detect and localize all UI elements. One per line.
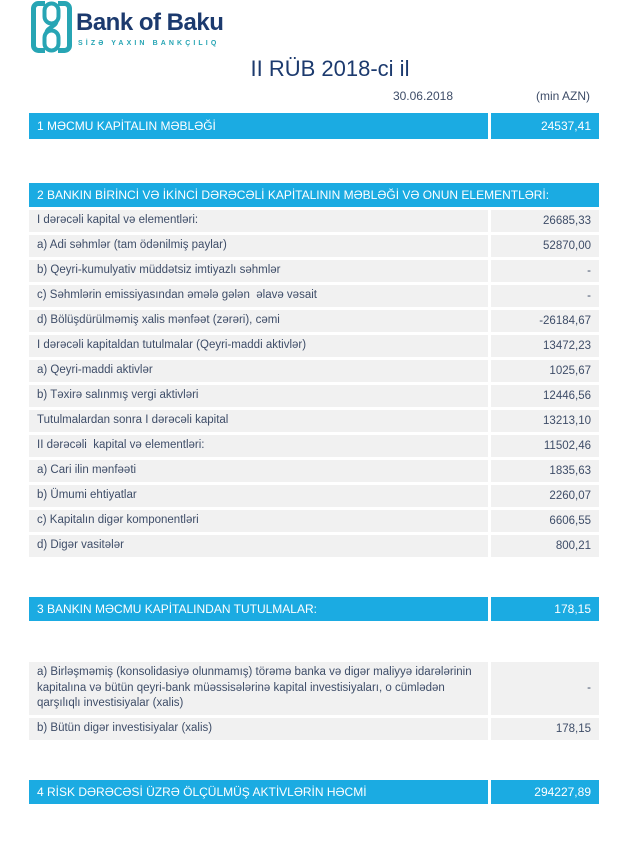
table-row: c) Kapitalın digər komponentləri 6606,55 <box>29 510 599 532</box>
row-value: 1025,67 <box>491 360 599 382</box>
row-value: 13213,10 <box>491 410 599 432</box>
section-4-value: 294227,89 <box>491 779 599 804</box>
table-row: a) Qeyri-maddi aktivlər 1025,67 <box>29 360 599 382</box>
table-row: Tutulmalardan sonra I dərəcəli kapital 1… <box>29 410 599 432</box>
table-row: b) Ümumi ehtiyatlar 2260,07 <box>29 485 599 507</box>
row-value: - <box>491 260 599 282</box>
section-2-rows: I dərəcəli kapital və elementləri: 26685… <box>29 210 599 557</box>
table-row: a) Adi səhmlər (tam ödənilmiş paylar) 52… <box>29 235 599 257</box>
row-label: d) Digər vasitələr <box>29 535 488 557</box>
row-value: 178,15 <box>491 717 599 740</box>
table-row: b) Qeyri-kumulyativ müddətsiz imtiyazlı … <box>29 260 599 282</box>
table-row: b) Bütün digər investisiyalar (xalis) 17… <box>29 717 599 740</box>
row-label: a) Qeyri-maddi aktivlər <box>29 360 488 382</box>
row-value: 11502,46 <box>491 435 599 457</box>
row-label: c) Kapitalın digər komponentləri <box>29 510 488 532</box>
table-row: d) Digər vasitələr 800,21 <box>29 535 599 557</box>
section-4-header: 4 RİSK DƏRƏCƏSİ ÜZRƏ ÖLÇÜLMÜŞ AKTİVLƏRİN… <box>29 779 599 804</box>
row-value: -26184,67 <box>491 310 599 332</box>
table-row: d) Bölüşdürülməmiş xalis mənfəət (zərəri… <box>29 310 599 332</box>
row-value: - <box>491 285 599 307</box>
row-value: 1835,63 <box>491 460 599 482</box>
row-label: a) Cari ilin mənfəəti <box>29 460 488 482</box>
row-label: b) Bütün digər investisiyalar (xalis) <box>29 717 488 740</box>
row-label: I dərəcəli kapital və elementləri: <box>29 210 488 232</box>
row-label: d) Bölüşdürülməmiş xalis mənfəət (zərəri… <box>29 310 488 332</box>
row-label: c) Səhmlərin emissiyasından əmələ gələn … <box>29 285 488 307</box>
section-1-title: 1 MƏCMU KAPİTALIN MƏBLƏĞİ <box>29 113 488 139</box>
table-row: b) Təxirə salınmış vergi aktivləri 12446… <box>29 385 599 407</box>
table-row: a) Birləşməmiş (konsolidasiyə olunmamış)… <box>29 662 599 715</box>
report-header: Bank of Baku SİZƏ YAXIN BANKÇILIQ II RÜB… <box>0 0 620 104</box>
section-4-title: 4 RİSK DƏRƏCƏSİ ÜZRƏ ÖLÇÜLMÜŞ AKTİVLƏRİN… <box>29 779 488 804</box>
section-3-title: 3 BANKIN MƏCMU KAPİTALINDAN TUTULMALAR: <box>29 597 488 621</box>
section-1-header: 1 MƏCMU KAPİTALIN MƏBLƏĞİ 24537,41 <box>29 113 599 139</box>
row-label: II dərəcəli kapital və elementləri: <box>29 435 488 457</box>
row-value: 6606,55 <box>491 510 599 532</box>
table-row: I dərəcəli kapitaldan tutulmalar (Qeyri-… <box>29 335 599 357</box>
section-2-header: 2 BANKIN BİRİNCİ VƏ İKİNCİ DƏRƏCƏLİ KAPİ… <box>29 183 599 207</box>
row-value: 52870,00 <box>491 235 599 257</box>
row-value: 800,21 <box>491 535 599 557</box>
table-row: II dərəcəli kapital və elementləri: 1150… <box>29 435 599 457</box>
currency-unit: (min AZN) <box>536 89 590 103</box>
row-value: 13472,23 <box>491 335 599 357</box>
row-label: b) Qeyri-kumulyativ müddətsiz imtiyazlı … <box>29 260 488 282</box>
brand-name: Bank of Baku <box>76 9 224 36</box>
brand-tagline: SİZƏ YAXIN BANKÇILIQ <box>78 40 220 47</box>
row-label: Tutulmalardan sonra I dərəcəli kapital <box>29 410 488 432</box>
section-1-value: 24537,41 <box>491 113 599 139</box>
row-value: - <box>491 662 599 715</box>
page-title: II RÜB 2018-ci il <box>250 56 410 81</box>
section-3-value: 178,15 <box>491 597 599 621</box>
row-label: a) Adi səhmlər (tam ödənilmiş paylar) <box>29 235 488 257</box>
row-label: I dərəcəli kapitaldan tutulmalar (Qeyri-… <box>29 335 488 357</box>
section-3-rows: a) Birləşməmiş (konsolidasiyə olunmamış)… <box>29 662 599 740</box>
row-value: 2260,07 <box>491 485 599 507</box>
table-row: a) Cari ilin mənfəəti 1835,63 <box>29 460 599 482</box>
row-label: b) Təxirə salınmış vergi aktivləri <box>29 385 488 407</box>
section-3-header: 3 BANKIN MƏCMU KAPİTALINDAN TUTULMALAR: … <box>29 597 599 621</box>
table-row: I dərəcəli kapital və elementləri: 26685… <box>29 210 599 232</box>
table-row: c) Səhmlərin emissiyasından əmələ gələn … <box>29 285 599 307</box>
row-value: 26685,33 <box>491 210 599 232</box>
report-date: 30.06.2018 <box>392 89 453 103</box>
row-value: 12446,56 <box>491 385 599 407</box>
bank-of-baku-logo-icon <box>31 1 72 58</box>
row-label: b) Ümumi ehtiyatlar <box>29 485 488 507</box>
row-label: a) Birləşməmiş (konsolidasiyə olunmamış)… <box>29 662 488 715</box>
